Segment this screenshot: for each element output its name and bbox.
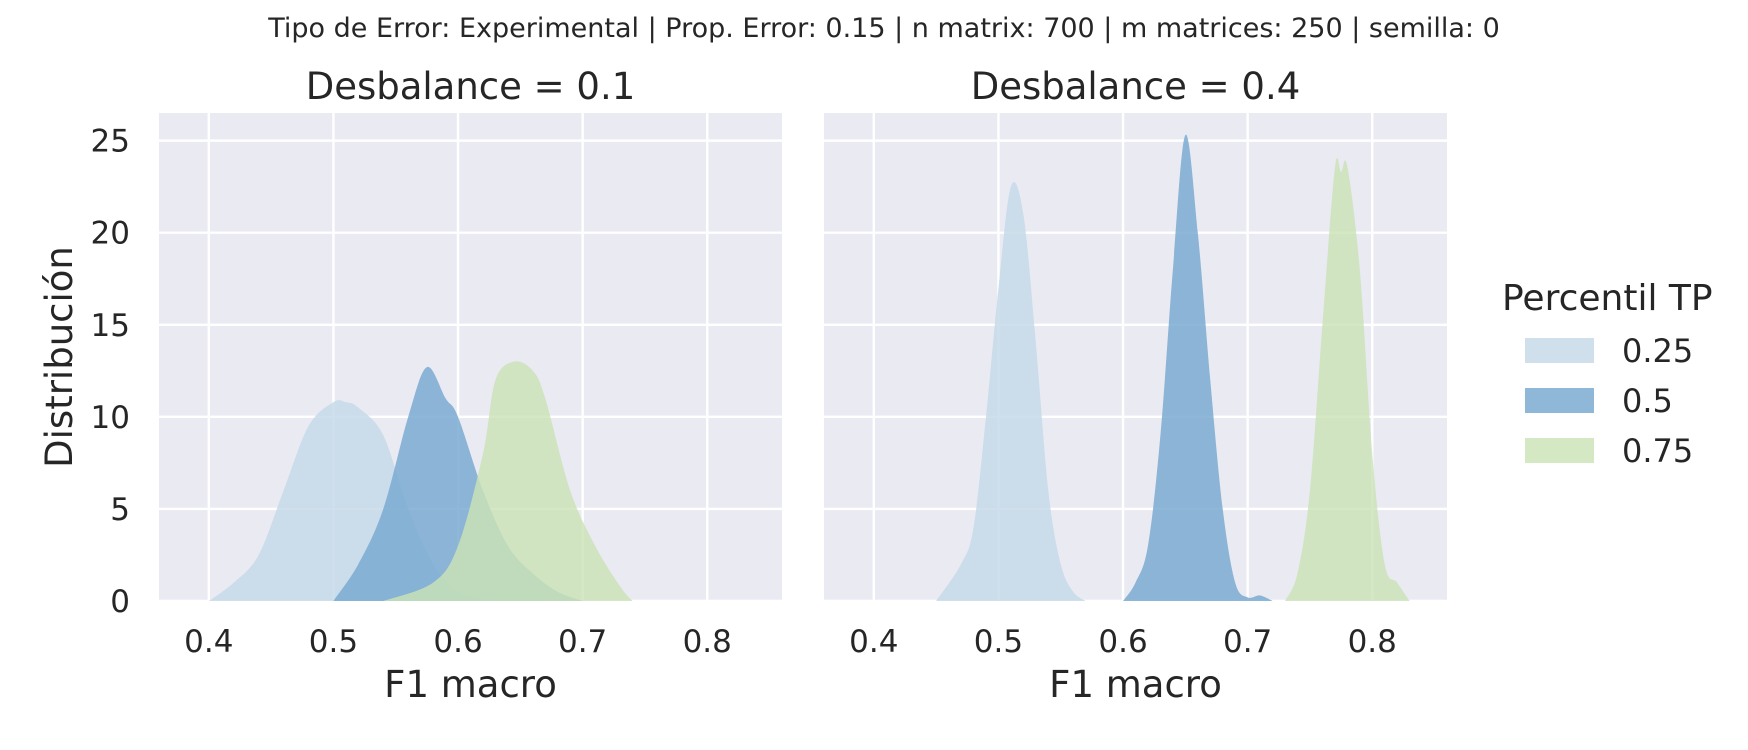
x-tick-label: 0.7 <box>1223 624 1272 660</box>
y-tick-label: 10 <box>91 400 130 436</box>
x-axis-label: F1 macro <box>1049 663 1222 706</box>
panel-title: Desbalance = 0.4 <box>971 65 1301 108</box>
legend-label: 0.75 <box>1622 432 1693 470</box>
y-tick-label: 5 <box>110 492 130 528</box>
x-tick-label: 0.8 <box>1348 624 1397 660</box>
legend-label: 0.5 <box>1622 382 1673 420</box>
x-tick-label: 0.4 <box>849 624 898 660</box>
y-tick-label: 25 <box>91 124 130 160</box>
x-tick-label: 0.8 <box>683 624 732 660</box>
x-axis-label: F1 macro <box>384 663 557 706</box>
y-tick-label: 15 <box>91 308 130 344</box>
panel-title: Desbalance = 0.1 <box>306 65 636 108</box>
density-area-0-25 <box>936 182 1086 601</box>
legend-swatch-0-75 <box>1525 438 1594 463</box>
legend-swatch-0-25 <box>1525 338 1594 363</box>
x-tick-label: 0.5 <box>309 624 358 660</box>
x-tick-label: 0.5 <box>974 624 1023 660</box>
y-tick-label: 20 <box>91 216 130 252</box>
legend-title: Percentil TP <box>1502 278 1713 319</box>
legend: Percentil TP 0.25 0.5 0.75 <box>1502 278 1713 470</box>
x-tick-label: 0.7 <box>558 624 607 660</box>
density-area-0-5 <box>1123 134 1273 602</box>
density-area-0-5 <box>333 366 583 601</box>
panel-1: Desbalance = 0.1 0.4 0.5 0.6 0.7 0.8 F1 macro 0… <box>38 65 782 706</box>
y-tick-label: 0 <box>110 584 130 620</box>
density-area-0-75 <box>383 361 633 601</box>
x-tick-label: 0.6 <box>433 624 482 660</box>
y-axis-label: Distribución <box>38 246 81 468</box>
panel-2: Desbalance = 0.4 0.4 0.5 0.6 0.7 0.8 F1 macro <box>824 65 1447 706</box>
legend-swatch-0-5 <box>1525 388 1594 413</box>
x-tick-label: 0.6 <box>1098 624 1147 660</box>
chart-suptitle: Tipo de Error: Experimental | Prop. Erro… <box>267 13 1500 44</box>
density-area-0-75 <box>1285 157 1410 601</box>
x-tick-label: 0.4 <box>184 624 233 660</box>
panels-layer: Desbalance = 0.10.4 0.5 0.6 0.7 0.8F1 macro0… <box>38 65 1447 706</box>
legend-label: 0.25 <box>1622 332 1693 370</box>
